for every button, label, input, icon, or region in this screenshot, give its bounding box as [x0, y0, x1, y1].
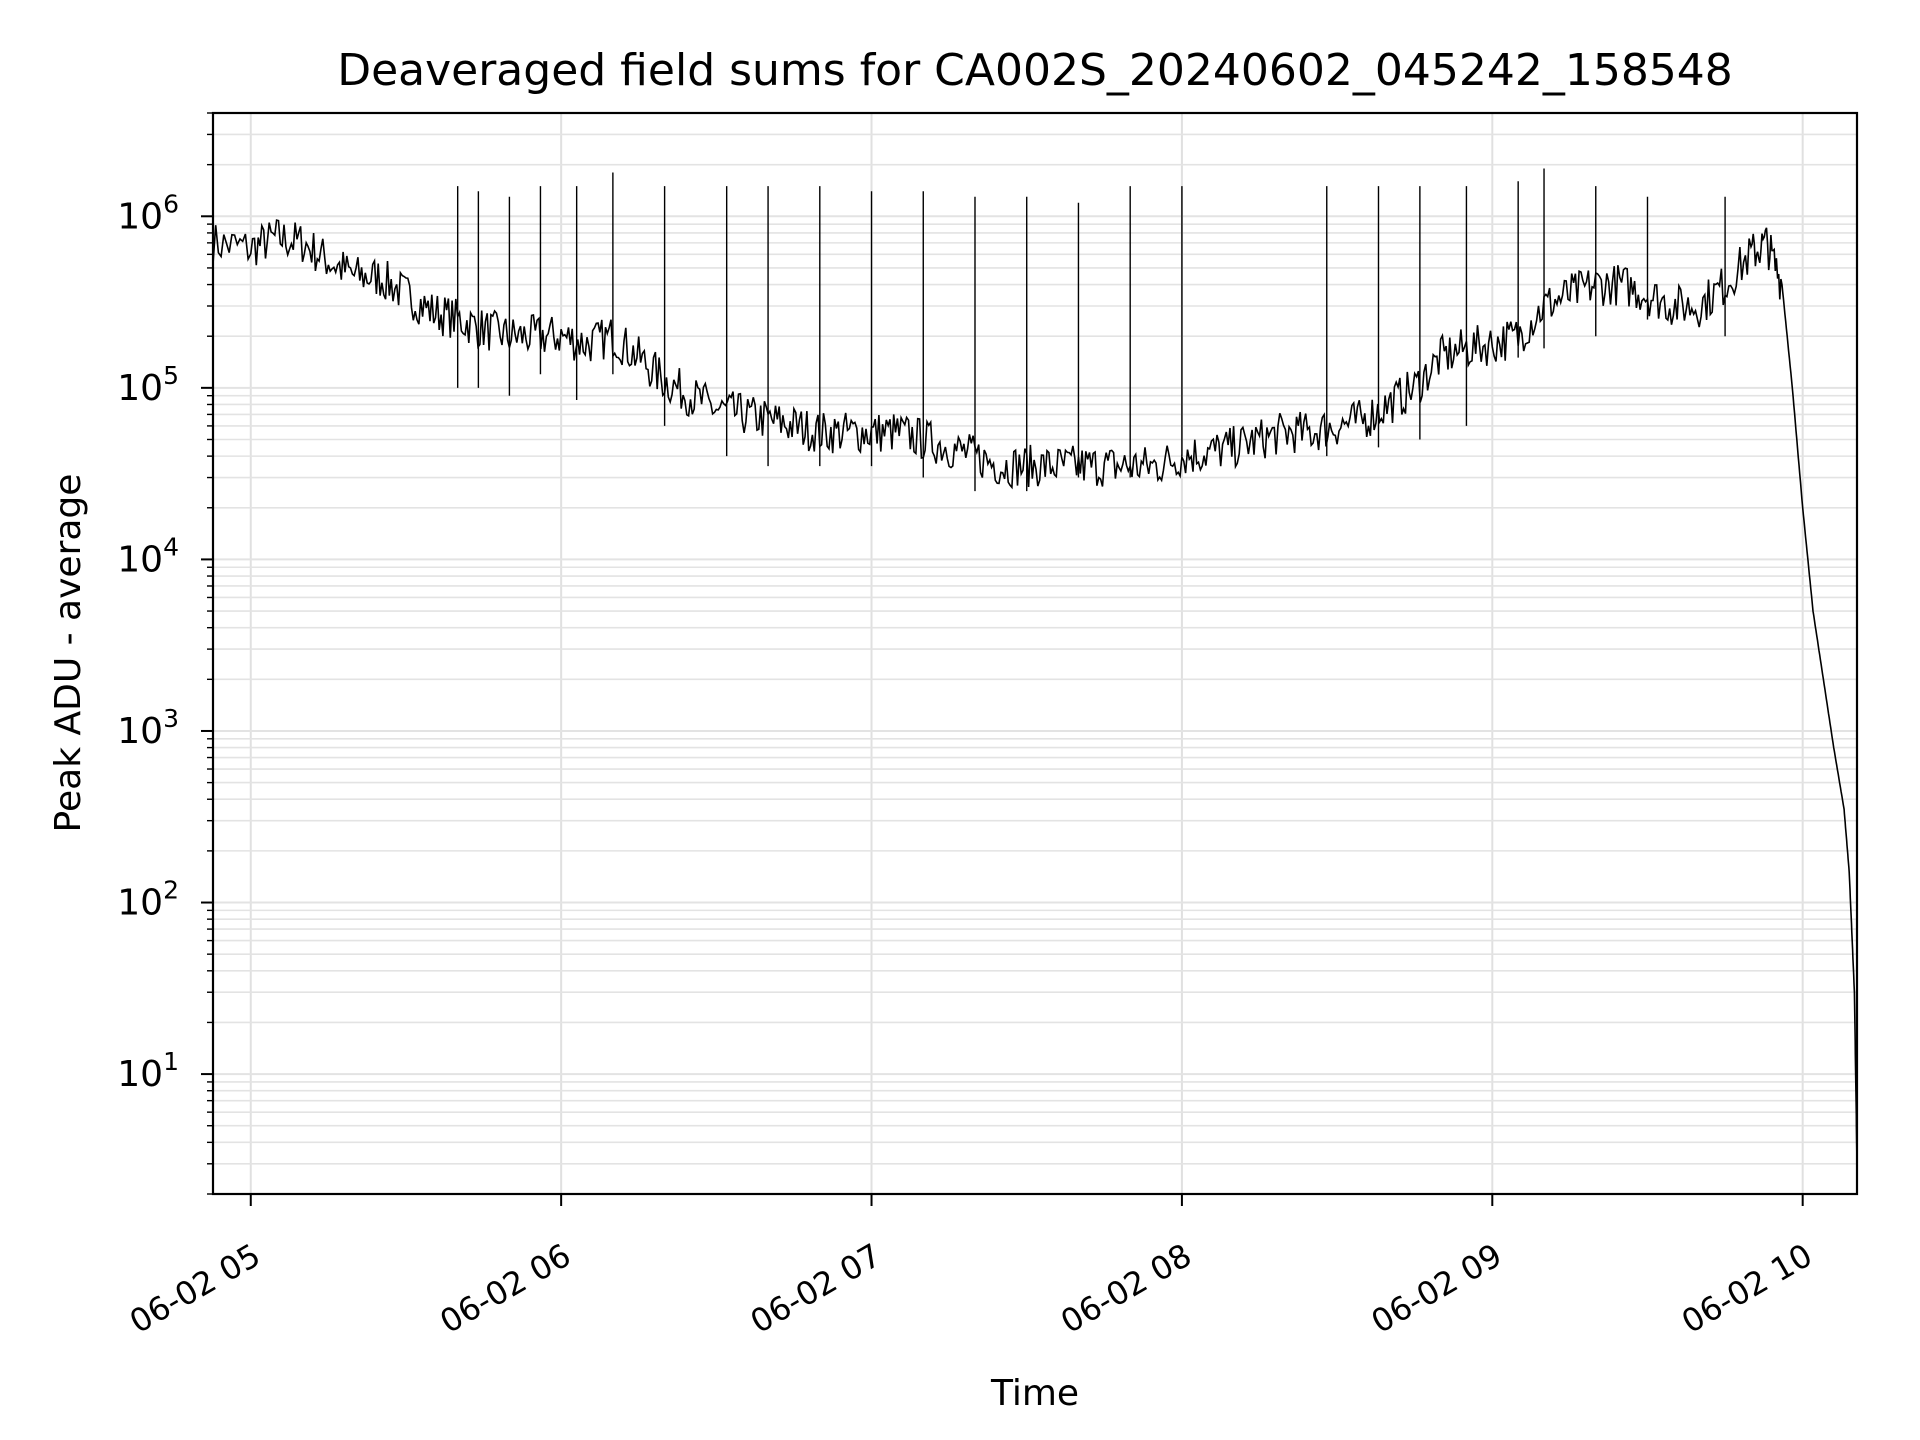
chart-title: Deaveraged field sums for CA002S_2024060…	[337, 45, 1733, 96]
series-layer	[212, 168, 1858, 1164]
y-tick-label: 106	[117, 189, 179, 237]
y-tick-label: 104	[117, 532, 179, 580]
x-axis-label: Time	[990, 1373, 1079, 1414]
y-tick-label: 101	[117, 1047, 179, 1095]
plot-frame	[211, 111, 1859, 1196]
y-tick-label: 105	[117, 361, 179, 409]
y-axis-label: Peak ADU - average	[48, 474, 89, 833]
y-tick-label: 103	[117, 704, 179, 752]
y-tick-label: 102	[117, 876, 179, 924]
